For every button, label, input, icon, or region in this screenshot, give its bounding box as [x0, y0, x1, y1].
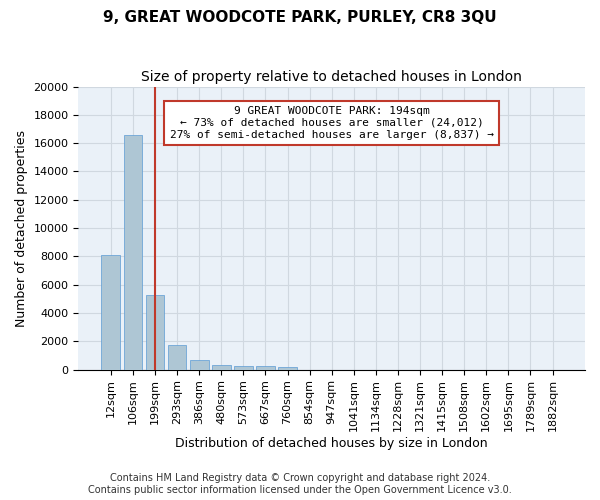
Bar — [212, 364, 230, 370]
Bar — [146, 294, 164, 370]
Bar — [167, 345, 187, 370]
Y-axis label: Number of detached properties: Number of detached properties — [15, 130, 28, 326]
Text: 9 GREAT WOODCOTE PARK: 194sqm
← 73% of detached houses are smaller (24,012)
27% : 9 GREAT WOODCOTE PARK: 194sqm ← 73% of d… — [170, 106, 494, 140]
Bar — [278, 368, 297, 370]
Title: Size of property relative to detached houses in London: Size of property relative to detached ho… — [141, 70, 522, 84]
Bar — [234, 366, 253, 370]
Bar — [190, 360, 209, 370]
Bar — [101, 255, 120, 370]
X-axis label: Distribution of detached houses by size in London: Distribution of detached houses by size … — [175, 437, 488, 450]
Bar — [124, 134, 142, 370]
Text: Contains HM Land Registry data © Crown copyright and database right 2024.
Contai: Contains HM Land Registry data © Crown c… — [88, 474, 512, 495]
Bar — [256, 366, 275, 370]
Text: 9, GREAT WOODCOTE PARK, PURLEY, CR8 3QU: 9, GREAT WOODCOTE PARK, PURLEY, CR8 3QU — [103, 10, 497, 25]
